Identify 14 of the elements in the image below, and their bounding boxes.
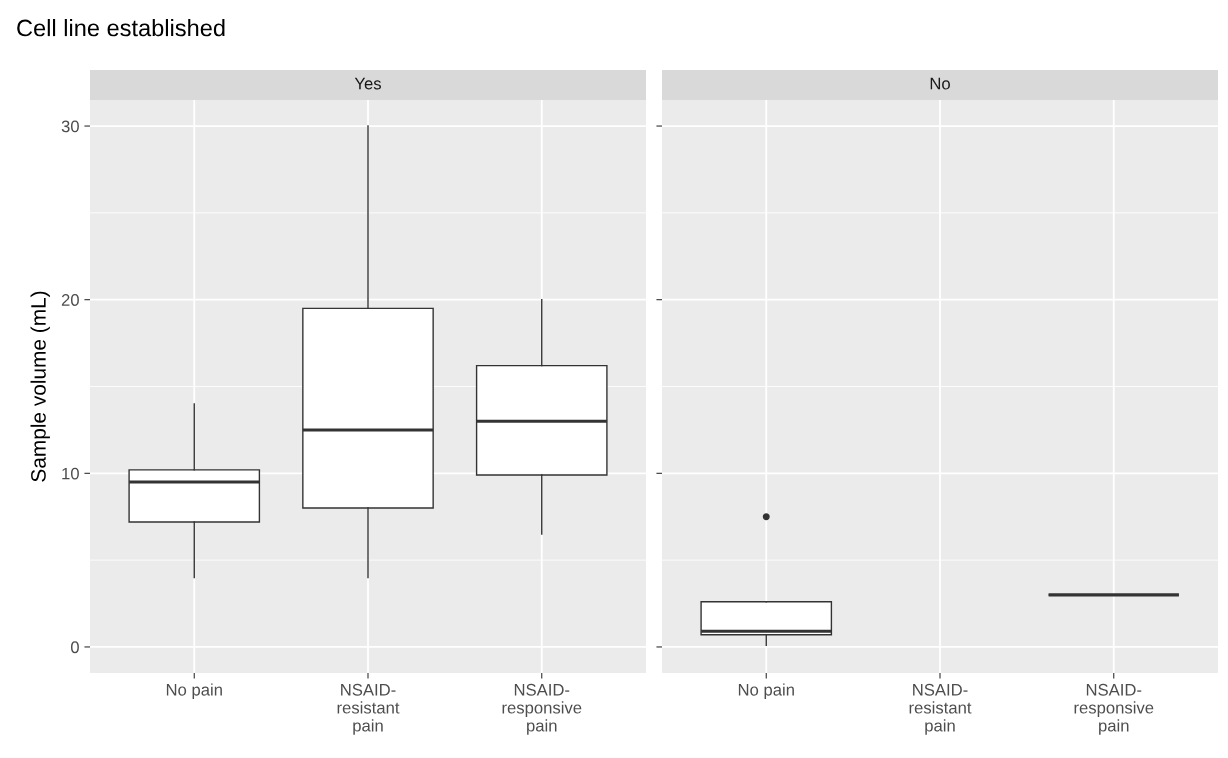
chart-title: Cell line established — [17, 19, 225, 37]
x-tick-label: NSAID- responsive pain — [1074, 683, 1154, 735]
chart-subtitle: Yes — [354, 77, 381, 90]
y-tick-label: 20 — [61, 294, 79, 306]
chart-subtitle: No — [930, 77, 950, 90]
y-tick-label: 10 — [62, 467, 79, 480]
x-tick-label: No pain — [738, 683, 794, 699]
y-axis-title: Sample volume (mL) — [30, 291, 50, 482]
x-tick-label: NSAID- responsive pain — [502, 683, 582, 735]
x-tick-label: NSAID- resistant pain — [909, 683, 972, 735]
y-tick-label: 0 — [70, 641, 79, 654]
x-tick-label: No pain — [166, 683, 222, 699]
x-tick-label: NSAID- resistant pain — [337, 683, 400, 735]
y-tick-label: 30 — [61, 120, 79, 133]
